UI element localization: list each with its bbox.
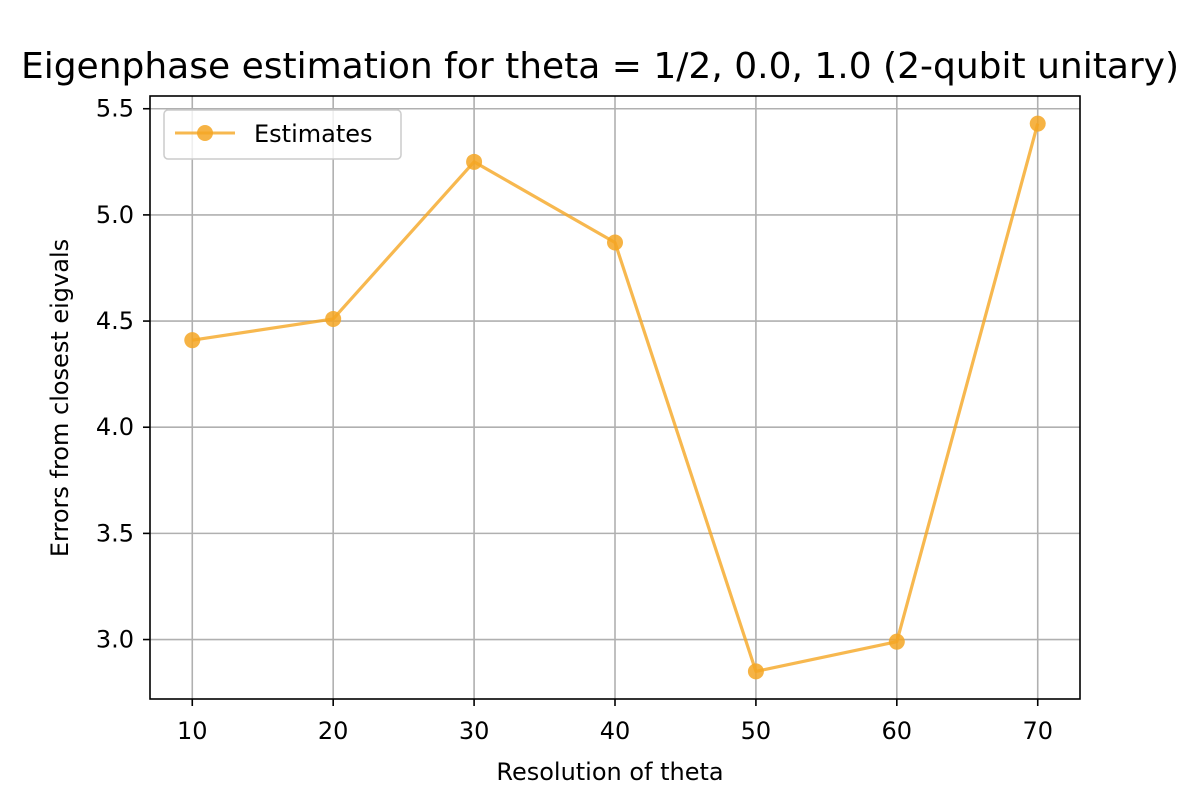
- data-point: [466, 153, 483, 170]
- x-tick-label: 50: [741, 717, 772, 745]
- legend-label: Estimates: [254, 120, 373, 148]
- x-tick-label: 30: [459, 717, 490, 745]
- grid: [150, 96, 1080, 699]
- data-point: [184, 332, 201, 349]
- y-tick-label: 3.5: [96, 519, 134, 547]
- x-tick-label: 70: [1022, 717, 1053, 745]
- x-tick-label: 40: [600, 717, 631, 745]
- data-point: [1029, 115, 1046, 132]
- x-axis-label: Resolution of theta: [496, 758, 723, 786]
- x-tick-label: 10: [177, 717, 208, 745]
- legend-marker-swatch: [197, 125, 213, 141]
- y-axis-label: Errors from closest eigvals: [46, 239, 74, 557]
- data-point: [325, 310, 342, 327]
- chart-title: Eigenphase estimation for theta = 1/2, 0…: [21, 46, 1179, 87]
- data-point: [607, 234, 623, 251]
- y-tick-label: 3.0: [96, 626, 134, 654]
- y-tick-label: 5.5: [96, 95, 134, 123]
- x-tick-label: 60: [882, 717, 913, 745]
- y-tick-label: 5.0: [96, 201, 134, 229]
- legend: Estimates: [163, 109, 402, 160]
- series-layer: [184, 115, 1046, 680]
- data-point: [888, 633, 905, 650]
- legend-frame: [163, 109, 402, 160]
- y-tick-label: 4.5: [96, 307, 134, 335]
- x-tick-label: 20: [318, 717, 349, 745]
- y-tick-label: 4.0: [96, 413, 134, 441]
- data-point: [747, 663, 764, 680]
- tick-layer: 10 20 30 40 50 60 70 3.0 3.5 4.0 4.5 5.0 5.5: [96, 95, 1053, 745]
